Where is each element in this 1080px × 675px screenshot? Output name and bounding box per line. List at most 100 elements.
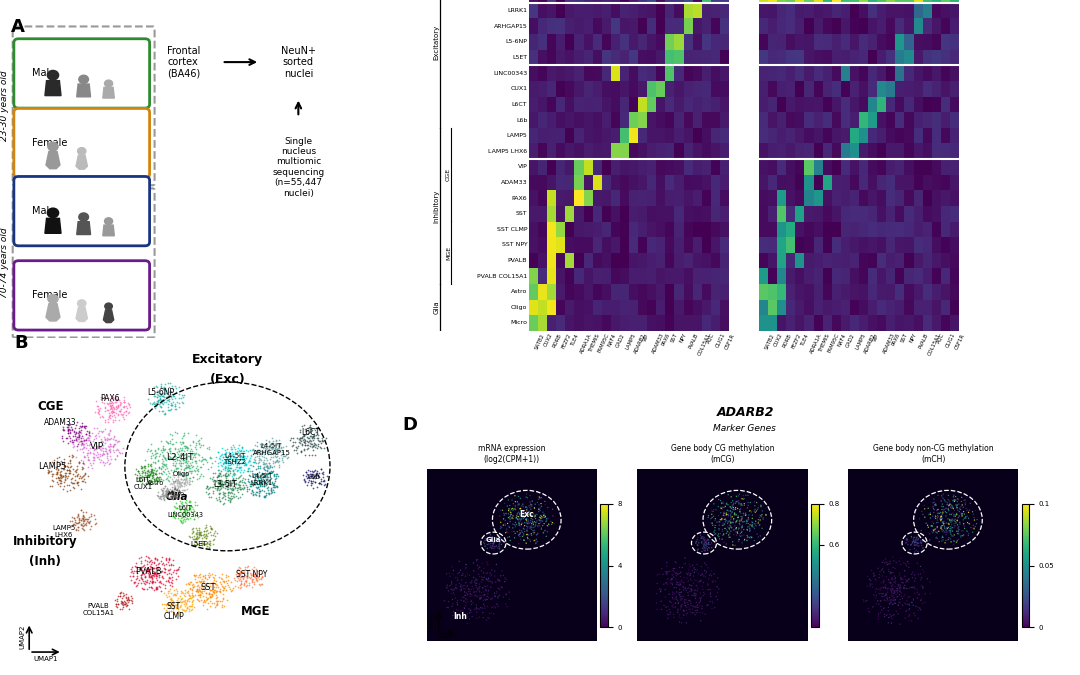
Point [935, 518, 953, 529]
Point [178, 505, 195, 516]
Point [471, 603, 488, 614]
Point [946, 536, 963, 547]
Point [75, 458, 92, 468]
Point [180, 508, 198, 519]
Point [64, 437, 81, 448]
Point [60, 464, 78, 475]
Point [302, 435, 320, 446]
Point [278, 452, 295, 463]
Point [191, 441, 208, 452]
Point [191, 529, 208, 539]
Point [63, 516, 80, 527]
Point [231, 480, 248, 491]
Point [907, 545, 924, 556]
Point [171, 454, 188, 465]
Point [671, 589, 688, 600]
Point [228, 454, 245, 464]
Point [163, 485, 180, 495]
Point [258, 443, 275, 454]
Point [224, 454, 241, 465]
Point [934, 535, 951, 545]
Point [192, 462, 210, 472]
Point [159, 475, 176, 485]
Point [906, 535, 923, 545]
Point [903, 597, 920, 608]
Point [78, 449, 95, 460]
Point [239, 562, 256, 573]
Point [677, 600, 694, 611]
Point [484, 578, 501, 589]
Point [170, 472, 187, 483]
Point [70, 434, 87, 445]
Point [62, 521, 79, 532]
Point [511, 509, 528, 520]
Point [300, 450, 318, 460]
Point [488, 541, 505, 551]
Point [312, 474, 329, 485]
Point [875, 582, 892, 593]
Point [165, 482, 183, 493]
Point [187, 570, 204, 581]
Point [220, 582, 238, 593]
Point [211, 479, 228, 490]
Point [240, 456, 257, 467]
Point [58, 472, 76, 483]
Point [129, 562, 146, 572]
Point [180, 479, 198, 489]
Point [887, 585, 904, 596]
Point [137, 471, 154, 482]
Point [157, 443, 174, 454]
Point [137, 564, 154, 575]
Point [160, 394, 177, 405]
Point [214, 568, 231, 579]
Point [752, 514, 769, 525]
Point [162, 560, 179, 570]
Point [877, 590, 894, 601]
Point [269, 469, 286, 480]
Point [908, 585, 926, 595]
Point [231, 484, 248, 495]
Point [194, 570, 212, 581]
Point [78, 516, 95, 526]
Point [225, 468, 242, 479]
Point [237, 459, 254, 470]
Point [217, 481, 234, 491]
Point [282, 433, 299, 443]
Point [176, 598, 193, 609]
Point [519, 509, 537, 520]
Point [476, 534, 494, 545]
Point [112, 595, 130, 606]
Point [147, 568, 164, 579]
Point [90, 404, 107, 414]
Point [497, 527, 514, 538]
Point [293, 446, 310, 456]
Point [733, 500, 751, 510]
Point [68, 445, 85, 456]
Point [139, 477, 157, 488]
Point [106, 430, 123, 441]
Point [465, 565, 483, 576]
Text: RORB: RORB [782, 333, 793, 348]
Point [212, 585, 229, 596]
Point [84, 457, 102, 468]
Point [246, 445, 264, 456]
Point [740, 514, 757, 525]
Point [114, 402, 132, 412]
Point [157, 382, 174, 393]
Point [677, 582, 694, 593]
Point [212, 466, 229, 477]
Point [91, 425, 108, 436]
Point [62, 428, 79, 439]
Text: L6b: L6b [516, 117, 527, 123]
Point [79, 431, 96, 442]
Point [235, 477, 253, 487]
Point [187, 448, 204, 458]
Point [507, 521, 524, 532]
Point [188, 577, 205, 588]
Point [185, 526, 202, 537]
Point [301, 466, 319, 477]
Point [148, 398, 165, 409]
Point [902, 539, 919, 550]
Point [160, 443, 177, 454]
Point [949, 522, 967, 533]
